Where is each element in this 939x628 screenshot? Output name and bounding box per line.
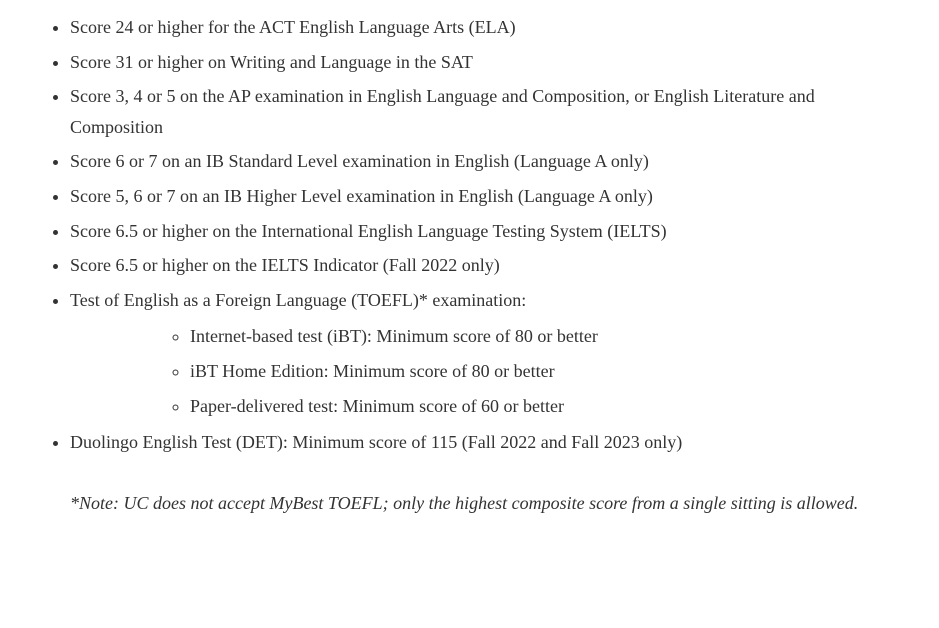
list-item-toefl: Test of English as a Foreign Language (T…: [70, 285, 909, 421]
list-item: Score 6.5 or higher on the International…: [70, 216, 909, 247]
list-item: Duolingo English Test (DET): Minimum sco…: [70, 427, 909, 458]
sub-list-item: Paper-delivered test: Minimum score of 6…: [190, 391, 909, 422]
document-content: Score 24 or higher for the ACT English L…: [0, 0, 939, 548]
requirements-list: Score 24 or higher for the ACT English L…: [30, 12, 909, 458]
list-item: Score 31 or higher on Writing and Langua…: [70, 47, 909, 78]
list-item: Score 6 or 7 on an IB Standard Level exa…: [70, 146, 909, 177]
sub-list-item: Internet-based test (iBT): Minimum score…: [190, 321, 909, 352]
list-item: Score 24 or higher for the ACT English L…: [70, 12, 909, 43]
footnote: *Note: UC does not accept MyBest TOEFL; …: [30, 488, 909, 519]
list-item: Score 3, 4 or 5 on the AP examination in…: [70, 81, 909, 142]
list-item: Score 6.5 or higher on the IELTS Indicat…: [70, 250, 909, 281]
sub-list-item: iBT Home Edition: Minimum score of 80 or…: [190, 356, 909, 387]
toefl-label: Test of English as a Foreign Language (T…: [70, 290, 526, 310]
list-item: Score 5, 6 or 7 on an IB Higher Level ex…: [70, 181, 909, 212]
toefl-sublist: Internet-based test (iBT): Minimum score…: [70, 321, 909, 421]
